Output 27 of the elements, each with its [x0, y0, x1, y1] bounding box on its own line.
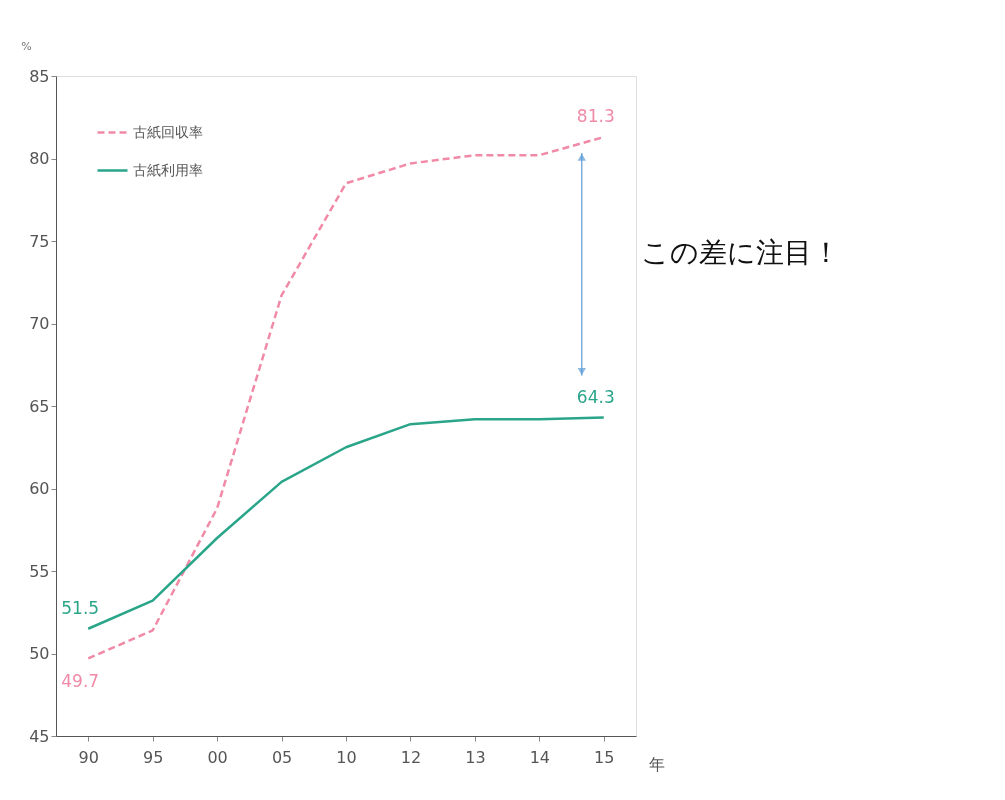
y-tick-label: 80 [29, 149, 50, 168]
x-axis-title: 年 [648, 754, 665, 774]
x-tick-label: 05 [271, 747, 293, 767]
y-tick-label: 65 [29, 396, 50, 416]
y-tick-label: 85 [29, 66, 50, 86]
x-tick-label: 14 [529, 747, 551, 767]
x-tick-label: 12 [400, 747, 422, 767]
y-tick-label: 60 [29, 479, 50, 498]
y-tick-label: 50 [29, 644, 50, 663]
x-tick-label: 13 [465, 747, 486, 767]
y-tick-label: 55 [29, 561, 50, 581]
data-label: 51.5 [61, 597, 100, 618]
x-tick-label: 95 [142, 747, 164, 767]
x-tick-label: 10 [336, 747, 357, 767]
data-label: 49.7 [61, 671, 100, 692]
data-label: 81.3 [576, 106, 615, 127]
data-label: 64.3 [576, 386, 615, 407]
x-tick-label: 15 [594, 747, 615, 767]
x-tick-label: 00 [207, 747, 228, 767]
legend-label: 古紙利用率 [133, 161, 203, 178]
legend-label: 古紙回収率 [133, 123, 203, 140]
text: この差に注目！ [641, 236, 840, 270]
y-tick-label: 70 [29, 314, 50, 333]
y-axis-title: % [21, 39, 32, 53]
y-tick-label: 45 [29, 726, 50, 746]
y-tick-label: 75 [29, 231, 50, 251]
x-tick-label: 90 [78, 747, 99, 767]
